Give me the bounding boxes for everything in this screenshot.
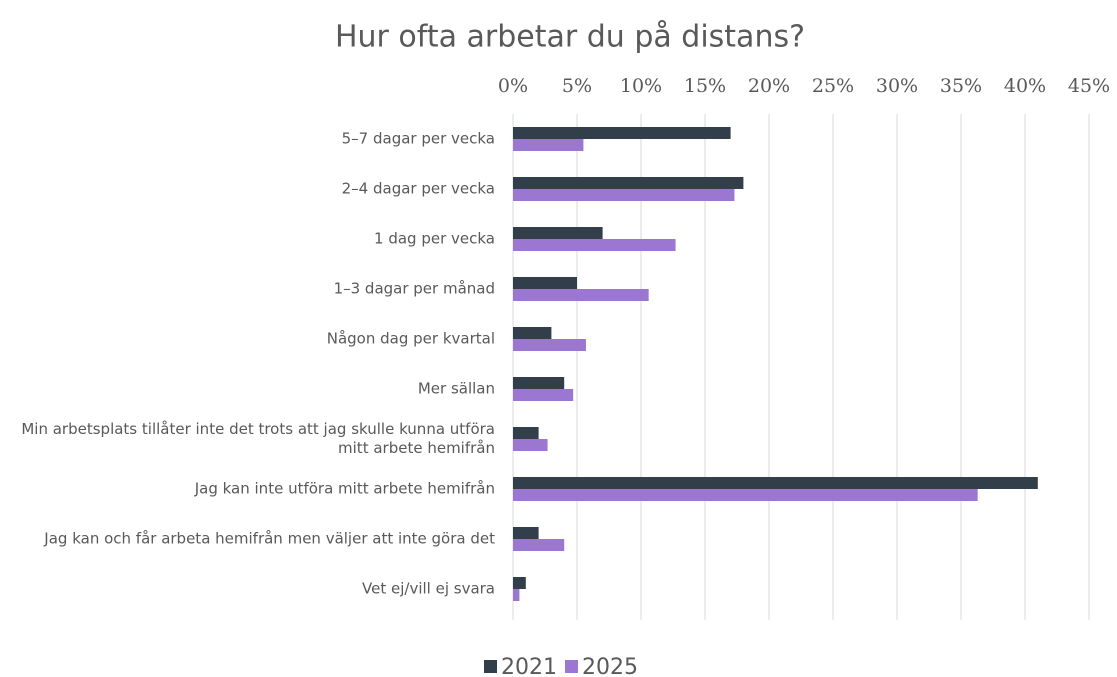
y-tick-label: 1 dag per vecka (374, 229, 495, 248)
x-tick-label: 0% (498, 75, 528, 97)
x-tick-label: 45% (1068, 75, 1110, 97)
legend-label: 2021 (501, 655, 557, 677)
bar (513, 439, 548, 451)
bar (513, 239, 676, 251)
bar (513, 577, 526, 589)
bar (513, 477, 1038, 489)
bar (513, 389, 574, 401)
y-tick-label: Min arbetsplats tillåter inte det trots … (21, 420, 495, 457)
x-tick-label: 15% (684, 75, 726, 97)
bar (513, 177, 744, 189)
x-tick-label: 35% (940, 75, 982, 97)
legend-swatch (484, 660, 497, 673)
chart-title: Hur ofta arbetar du på distans? (335, 20, 805, 55)
bar (513, 539, 565, 551)
bar (513, 227, 603, 239)
y-tick-label: Mer sällan (417, 379, 495, 398)
bar (513, 139, 584, 151)
legend-label: 2025 (582, 655, 638, 677)
x-tick-label: 5% (562, 75, 592, 97)
x-tick-label: 30% (876, 75, 918, 97)
y-tick-label: 1–3 dagar per månad (333, 279, 495, 298)
y-tick-label: 2–4 dagar per vecka (341, 179, 495, 198)
legend-swatch (565, 660, 578, 673)
bar (513, 427, 539, 439)
y-tick-label: Någon dag per kvartal (326, 329, 495, 348)
y-tick-label: Jag kan och får arbeta hemifrån men välj… (44, 529, 495, 548)
bar (513, 489, 978, 501)
x-tick-label: 40% (1004, 75, 1046, 97)
bar (513, 277, 577, 289)
y-tick-label: 5–7 dagar per vecka (341, 129, 495, 148)
bar (513, 589, 520, 601)
x-tick-label: 20% (748, 75, 790, 97)
bar (513, 327, 552, 339)
y-tick-label: Jag kan inte utföra mitt arbete hemifrån (194, 479, 495, 498)
x-tick-label: 25% (812, 75, 854, 97)
bar (513, 377, 565, 389)
bar (513, 189, 735, 201)
bar (513, 527, 539, 539)
bar (513, 289, 649, 301)
bar (513, 339, 586, 351)
y-tick-label: Vet ej/vill ej svara (362, 579, 495, 598)
x-tick-label: 10% (620, 75, 662, 97)
bar (513, 127, 731, 139)
